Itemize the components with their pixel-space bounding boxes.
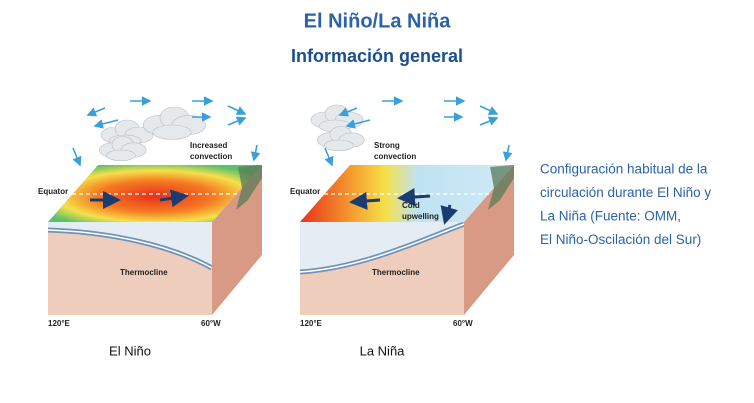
convection-label: Increased: [190, 141, 227, 150]
arrow: [72, 147, 82, 167]
arrow: [250, 144, 261, 162]
longitude-label: 120°E: [300, 319, 323, 328]
arrow: [440, 204, 458, 225]
description-line: La Niña (Fuente: OMM,: [540, 209, 681, 224]
arrow: [324, 147, 334, 167]
arrow: [227, 105, 247, 115]
cloud: [152, 124, 192, 140]
arrow: [397, 188, 431, 206]
description-line: Configuración habitual de la: [540, 162, 708, 177]
thermocline-label: Thermocline: [372, 268, 420, 277]
coast: [236, 165, 262, 210]
upwelling-label: Cold: [402, 201, 420, 210]
upper-ocean: [48, 222, 212, 268]
arrow: [86, 107, 106, 117]
equator-label: Equator: [290, 187, 320, 196]
arrow: [502, 144, 513, 162]
arrow: [345, 119, 371, 129]
arrow: [479, 116, 499, 126]
arrow: [227, 116, 247, 126]
thermocline-edge: [299, 223, 465, 273]
arrow: [159, 189, 189, 208]
subtitle: Información general: [291, 46, 463, 66]
side-face: [464, 165, 514, 315]
convection-label: Strong: [374, 141, 400, 150]
side-face: [212, 165, 262, 315]
thermocline-edge: [47, 229, 213, 269]
convection-label: convection: [190, 152, 232, 161]
arrow: [93, 119, 119, 129]
arrow: [349, 191, 381, 210]
upwelling-label: upwelling: [402, 212, 439, 221]
equator-label: Equator: [38, 187, 68, 196]
longitude-label: 60°W: [201, 319, 221, 328]
description-line: El Niño-Oscilación del Sur): [540, 232, 701, 247]
arrow: [338, 107, 358, 117]
upper-ocean: [300, 222, 464, 272]
longitude-label: 60°W: [453, 319, 473, 328]
longitude-label: 120°E: [48, 319, 71, 328]
cloud: [324, 139, 354, 152]
cloud: [106, 149, 136, 162]
panel-caption: La Niña: [360, 343, 406, 358]
convection-label: convection: [374, 152, 416, 161]
title: El Niño/La Niña: [304, 10, 452, 32]
coast: [488, 165, 514, 210]
thermocline-label: Thermocline: [120, 268, 168, 277]
panel-caption: El Niño: [109, 343, 151, 358]
arrow: [479, 105, 499, 115]
sea-surface: [48, 165, 262, 222]
description-line: circulación durante El Niño y: [540, 185, 711, 200]
